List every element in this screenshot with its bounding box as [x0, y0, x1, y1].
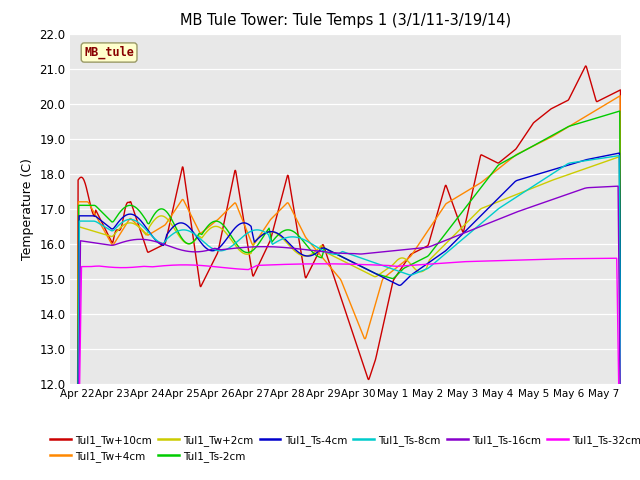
Text: MB_tule: MB_tule	[84, 46, 134, 59]
Legend: Tul1_Tw+10cm, Tul1_Tw+4cm, Tul1_Tw+2cm, Tul1_Ts-2cm, Tul1_Ts-4cm, Tul1_Ts-8cm, T: Tul1_Tw+10cm, Tul1_Tw+4cm, Tul1_Tw+2cm, …	[50, 435, 640, 462]
Title: MB Tule Tower: Tule Temps 1 (3/1/11-3/19/14): MB Tule Tower: Tule Temps 1 (3/1/11-3/19…	[180, 13, 511, 28]
Y-axis label: Temperature (C): Temperature (C)	[21, 158, 34, 260]
